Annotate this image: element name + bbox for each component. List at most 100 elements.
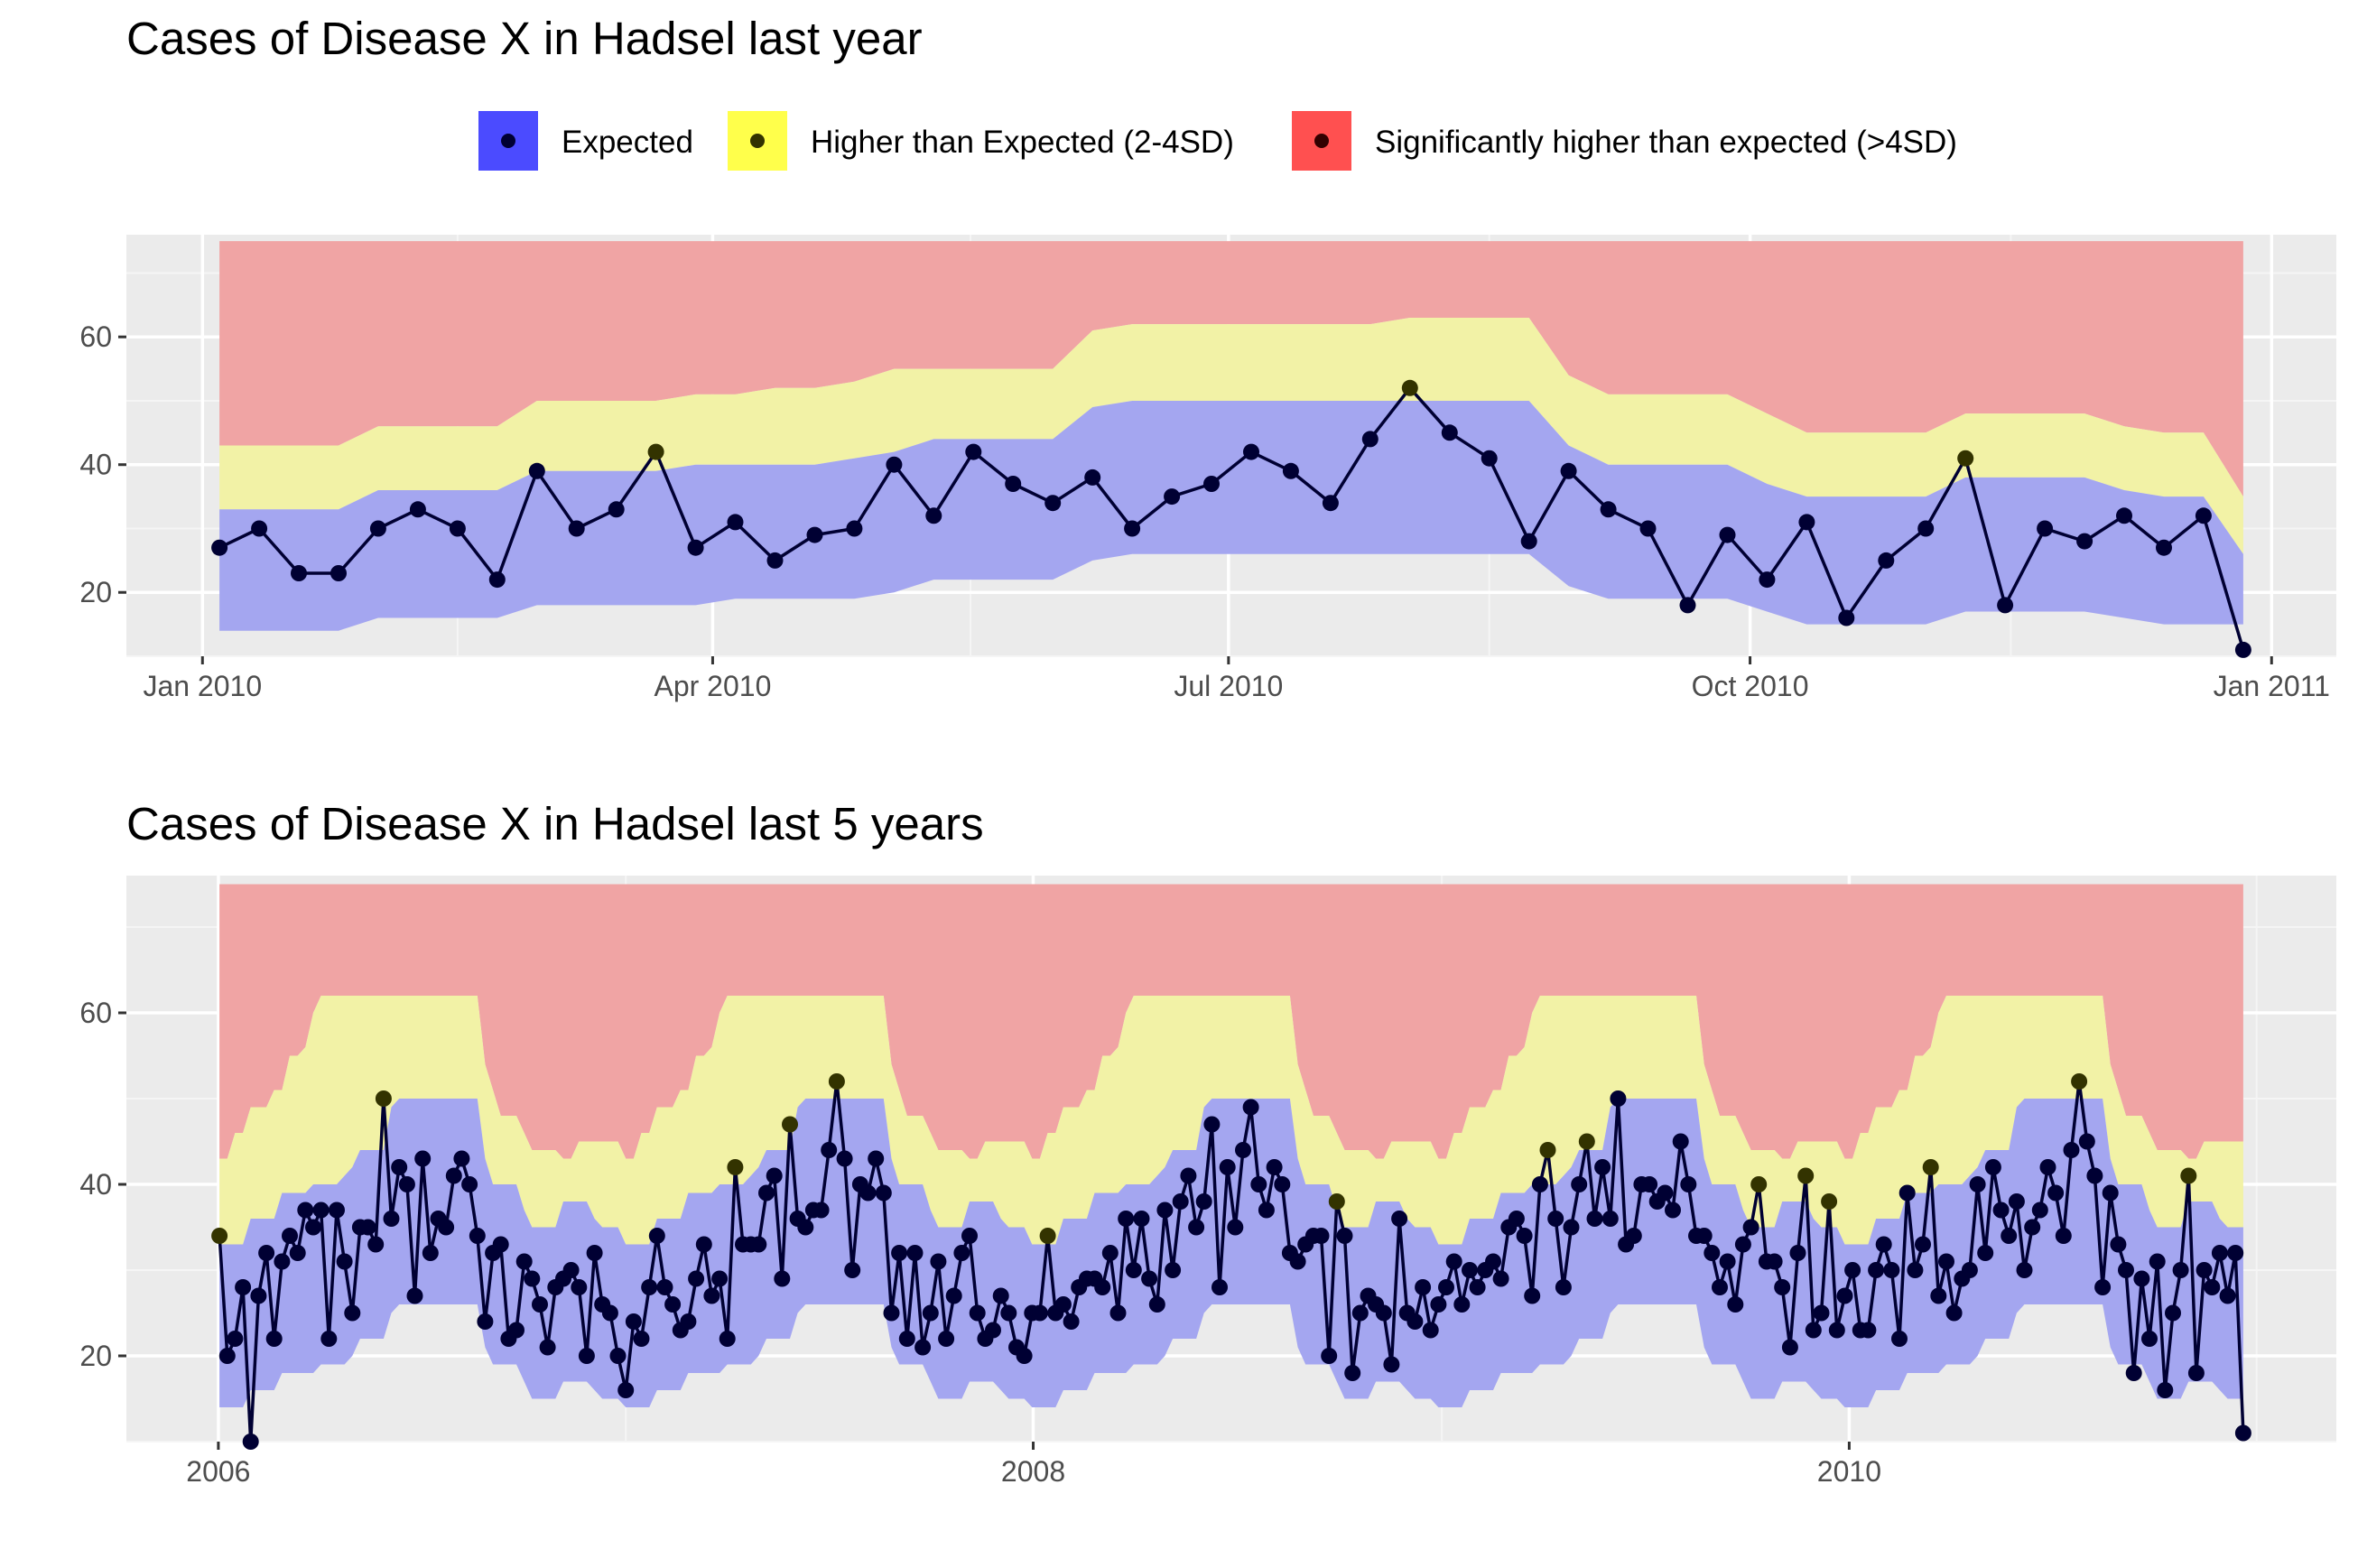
x-tick-label: Jan 2010 xyxy=(143,670,262,702)
data-point-expected xyxy=(1430,1296,1447,1313)
data-point-expected xyxy=(1878,552,1895,569)
data-point-expected xyxy=(359,1219,376,1236)
data-point-expected xyxy=(2110,1236,2127,1253)
data-point-expected xyxy=(391,1159,408,1175)
data-point-expected xyxy=(1907,1262,1924,1278)
data-point-expected xyxy=(1524,1287,1541,1304)
data-point-expected xyxy=(1242,1099,1259,1116)
case-points xyxy=(211,379,2251,658)
y-axis: 20 40 60 xyxy=(79,997,126,1372)
data-point-expected xyxy=(2063,1142,2080,1158)
data-point-expected xyxy=(1586,1211,1603,1227)
data-point-expected xyxy=(812,1202,830,1219)
case-points xyxy=(211,1073,2251,1450)
data-point-expected xyxy=(578,1348,595,1364)
data-point-expected xyxy=(1759,571,1776,589)
data-point-expected xyxy=(2078,1133,2095,1150)
data-point-expected xyxy=(633,1331,650,1347)
data-point-higher xyxy=(828,1073,845,1090)
data-point-expected xyxy=(1321,1348,1338,1364)
data-point-expected xyxy=(1594,1159,1611,1175)
data-point-expected xyxy=(445,1167,462,1184)
data-point-expected xyxy=(1250,1176,1267,1192)
data-point-expected xyxy=(2227,1245,2244,1261)
data-point-expected xyxy=(1211,1279,1228,1295)
legend-label-expected: Expected xyxy=(562,125,693,160)
data-point-expected xyxy=(1641,1176,1658,1192)
data-point-expected xyxy=(2016,1262,2033,1278)
data-point-expected xyxy=(2039,1159,2056,1175)
data-point-expected xyxy=(1639,520,1657,537)
data-point-expected xyxy=(1742,1219,1759,1236)
data-point-expected xyxy=(488,571,506,589)
data-point-expected xyxy=(2094,1279,2112,1295)
data-point-expected xyxy=(806,526,823,543)
data-point-expected xyxy=(1243,443,1259,460)
legend-item-expected: Expected xyxy=(478,111,693,171)
data-point-expected xyxy=(1571,1176,1588,1192)
x-axis: Jan 2010 Apr 2010 Jul 2010 Oct 2010 Jan 2011 xyxy=(143,656,2330,702)
data-point-higher xyxy=(1401,379,1418,396)
data-point-expected xyxy=(1805,1322,1822,1339)
x-tick-label: Jul 2010 xyxy=(1174,670,1283,702)
data-point-expected xyxy=(2076,533,2093,550)
data-point-expected xyxy=(1063,1313,1080,1330)
data-point-expected xyxy=(469,1228,486,1244)
data-point-expected xyxy=(508,1322,525,1339)
y-axis: 20 40 60 xyxy=(79,320,126,608)
data-point-expected xyxy=(898,1331,915,1347)
data-point-expected xyxy=(1961,1262,1978,1278)
data-point-expected xyxy=(758,1184,775,1202)
data-point-expected xyxy=(1044,495,1062,512)
data-point-expected xyxy=(2196,1262,2213,1278)
data-point-expected xyxy=(274,1253,291,1270)
data-point-expected xyxy=(1462,1262,1478,1278)
data-point-expected xyxy=(367,1236,385,1253)
data-point-expected xyxy=(1891,1331,1908,1347)
band-significant xyxy=(219,884,2243,1159)
data-point-expected xyxy=(695,1236,712,1253)
data-point-expected xyxy=(1485,1253,1501,1270)
data-point-expected xyxy=(1118,1211,1135,1227)
data-point-expected xyxy=(1438,1279,1454,1295)
data-point-expected xyxy=(1600,501,1617,518)
data-point-expected xyxy=(1313,1228,1330,1244)
data-point-expected xyxy=(406,1287,423,1304)
data-point-expected xyxy=(797,1219,814,1236)
data-point-expected xyxy=(953,1245,970,1261)
data-point-expected xyxy=(609,1348,627,1364)
data-point-expected xyxy=(515,1253,533,1270)
data-point-expected xyxy=(1258,1202,1275,1219)
data-point-expected xyxy=(1930,1287,1947,1304)
data-point-expected xyxy=(821,1142,838,1158)
data-point-expected xyxy=(1453,1296,1471,1313)
data-point-expected xyxy=(1838,609,1855,626)
data-point-expected xyxy=(965,443,982,460)
data-point-expected xyxy=(1172,1193,1189,1210)
data-point-expected xyxy=(369,520,386,537)
data-point-higher xyxy=(1578,1133,1595,1150)
data-point-expected xyxy=(1883,1262,1900,1278)
data-point-expected xyxy=(344,1304,361,1322)
data-point-expected xyxy=(1124,520,1141,537)
data-point-expected xyxy=(925,507,942,524)
y-tick-label: 60 xyxy=(79,997,112,1029)
data-point-expected xyxy=(2141,1331,2158,1347)
data-point-expected xyxy=(235,1279,252,1295)
x-tick-label: Oct 2010 xyxy=(1692,670,1809,702)
band-significant xyxy=(219,241,2243,497)
data-point-expected xyxy=(2102,1184,2119,1202)
data-point-expected xyxy=(409,501,426,518)
data-point-higher xyxy=(1750,1176,1768,1192)
data-point-expected xyxy=(2165,1304,2181,1322)
data-point-expected xyxy=(2001,1228,2018,1244)
data-point-expected xyxy=(1977,1245,1994,1261)
data-point-expected xyxy=(1704,1245,1721,1261)
data-point-expected xyxy=(1141,1270,1158,1287)
data-point-expected xyxy=(687,539,704,556)
data-point-expected xyxy=(1336,1228,1353,1244)
data-point-expected xyxy=(1563,1219,1580,1236)
data-point-expected xyxy=(1084,469,1101,486)
data-point-expected xyxy=(251,520,268,537)
data-point-expected xyxy=(289,1245,306,1261)
